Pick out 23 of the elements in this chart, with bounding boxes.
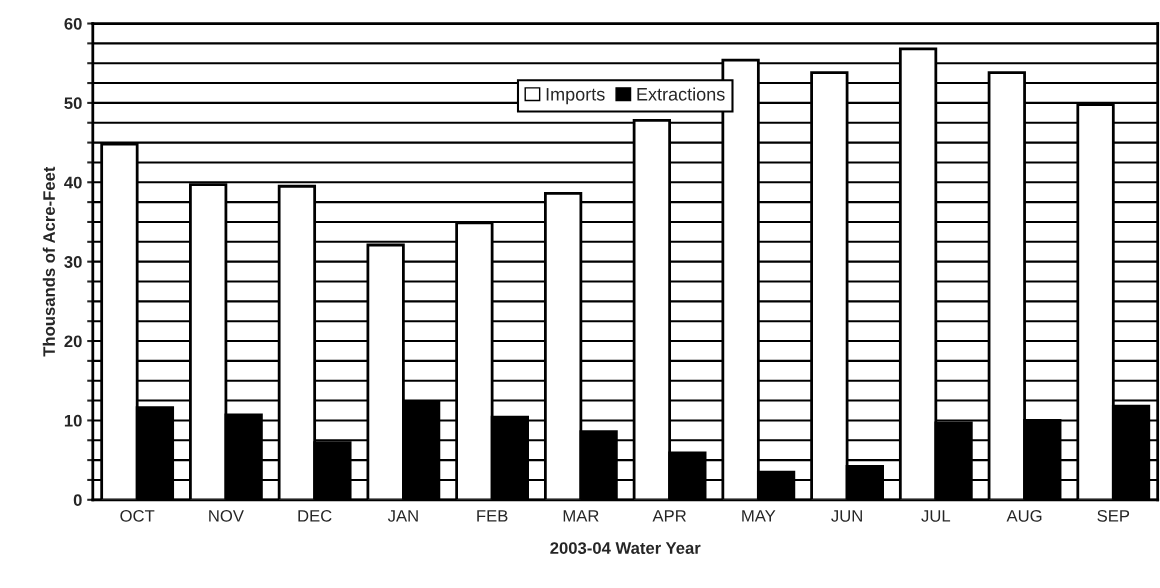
legend-label: Imports <box>546 88 605 105</box>
x-tick-label: JAN <box>387 510 418 522</box>
y-tick-label: 50 <box>64 97 82 110</box>
y-tick-label: 10 <box>64 414 82 427</box>
x-tick-label: APR <box>652 510 686 522</box>
x-tick-label: JUN <box>831 510 862 522</box>
y-tick-label: 40 <box>64 176 82 189</box>
legend-label: Extractions <box>637 87 725 101</box>
y-tick-label: 60 <box>64 17 82 30</box>
y-tick-label: 20 <box>64 335 82 348</box>
y-axis-title: Thousands of Acre-Feet <box>42 166 55 357</box>
x-tick-label: AUG <box>1006 509 1042 522</box>
y-tick-label: 0 <box>73 494 82 506</box>
x-tick-label: SEP <box>1097 509 1130 522</box>
x-tick-label: MAR <box>563 510 599 522</box>
x-axis-title: 2003-04 Water Year <box>550 542 701 554</box>
x-tick-label: OCT <box>120 509 155 522</box>
y-tick-label: 30 <box>64 256 82 268</box>
x-tick-label: DEC <box>298 509 332 522</box>
x-tick-label: FEB <box>477 510 508 522</box>
x-tick-label: MAY <box>742 510 776 522</box>
x-tick-label: JUL <box>921 510 951 522</box>
x-tick-label: NOV <box>209 509 244 522</box>
